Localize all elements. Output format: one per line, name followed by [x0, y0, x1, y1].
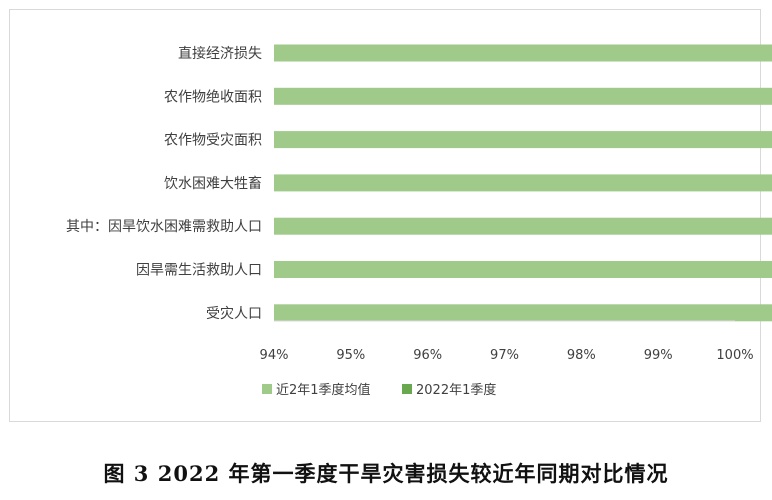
- x-tick-label: 94%: [260, 348, 289, 363]
- bar-segment-avg: [274, 261, 772, 278]
- bar-segment-avg: [274, 174, 772, 192]
- legend-swatch: [262, 384, 272, 394]
- x-tick-label: 98%: [567, 348, 596, 363]
- category-label: 因旱需生活救助人口: [136, 263, 262, 279]
- x-tick-label: 95%: [336, 348, 365, 363]
- figure-caption: 图 3 2022 年第一季度干旱灾害损失较近年同期对比情况: [103, 461, 669, 486]
- category-label: 直接经济损失: [178, 45, 262, 62]
- legend-label: 近2年1季度均值: [276, 382, 371, 398]
- category-label: 其中：因旱饮水困难需救助人口: [66, 219, 262, 235]
- category-label: 农作物受灾面积: [164, 132, 262, 149]
- x-tick-label: 99%: [644, 348, 673, 363]
- chart-frame: [9, 9, 761, 422]
- bar-segment-avg: [274, 131, 772, 149]
- bar-segment-avg: [274, 44, 772, 62]
- x-tick-label: 97%: [490, 348, 519, 363]
- legend-swatch: [402, 384, 412, 394]
- bar-segment-avg: [274, 304, 772, 322]
- legend-label: 2022年1季度: [416, 382, 496, 398]
- x-tick-label: 96%: [413, 348, 442, 363]
- category-label: 受灾人口: [206, 305, 262, 322]
- category-label: 饮水困难大牲畜: [164, 176, 262, 192]
- x-tick-label: 100%: [716, 348, 753, 363]
- bar-chart: 直接经济损失农作物绝收面积农作物受灾面积饮水困难大牲畜其中：因旱饮水困难需救助人…: [66, 44, 772, 398]
- category-label: 农作物绝收面积: [164, 89, 262, 105]
- bar-segment-avg: [274, 87, 772, 105]
- bar-segment-avg: [274, 217, 772, 235]
